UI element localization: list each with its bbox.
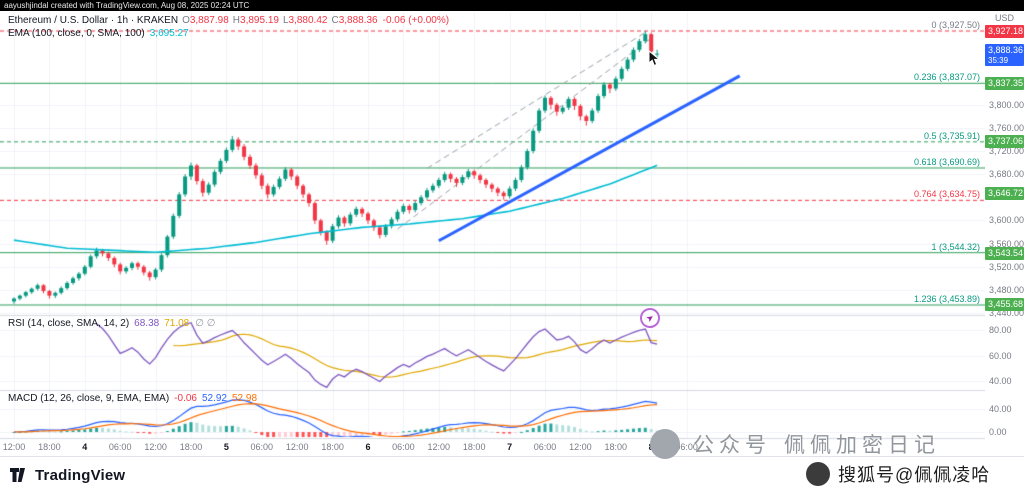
rsi-indicator-label[interactable]: RSI (14, close, SMA, 14, 2)	[8, 318, 130, 329]
time-axis-label: 12:00	[144, 442, 167, 452]
time-axis-label: 18:00	[179, 442, 203, 452]
watermark-wechat-name: 佩佩加密日记	[784, 434, 940, 457]
watermark-wechat-label: 公众号	[693, 434, 771, 457]
symbol-legend: Ethereum / U.S. Dollar · 1h · KRAKEN O3,8…	[8, 14, 449, 40]
macd-tick-label: 40.00	[989, 404, 1012, 414]
price-axis-label: 3,837.35	[985, 77, 1024, 91]
rsi-tick-label: 80.00	[989, 325, 1012, 335]
rsi-value: 68.38	[134, 318, 160, 329]
watermark-sohu-name: 搜狐号@佩佩凌哈	[838, 465, 991, 485]
time-axis-label: 06:00	[675, 442, 698, 452]
tradingview-logo-text: TradingView	[35, 466, 126, 484]
price-axis-label: 3,646.72	[985, 187, 1024, 201]
price-change: -0.06 (+0.00%)	[382, 15, 450, 26]
macd-legend: MACD (12, 26, close, 9, EMA, EMA) -0.06 52…	[8, 392, 257, 405]
time-axis-label: 12:00	[285, 442, 309, 452]
price-axis-label: 3,737.06	[985, 135, 1024, 149]
time-axis-label: 12:00	[427, 442, 451, 452]
countdown-timer: 35:39	[988, 55, 1009, 65]
price-tick-label: 3,680.00	[989, 169, 1024, 180]
time-axis-label: 12:00	[2, 442, 26, 452]
macd-indicator-label[interactable]: MACD (12, 26, close, 9, EMA, EMA)	[8, 393, 170, 404]
rsi-ma-value: 71.08	[164, 318, 190, 329]
price-tick-label: 3,800.00	[989, 99, 1024, 110]
rsi-legend: RSI (14, close, SMA, 14, 2) 68.38 71.08 ∅ ∅	[8, 317, 215, 330]
ohlc-h-value: 3,895.19	[240, 15, 279, 26]
price-tick-label: 3,440.00	[989, 308, 1024, 319]
macd-signal-value: 52.98	[232, 393, 258, 404]
time-axis-label: 06:00	[108, 442, 132, 452]
tradingview-logo-icon	[10, 468, 25, 482]
mouse-cursor-icon	[648, 50, 660, 67]
price-tick-label: 3,480.00	[989, 284, 1024, 295]
watermark-wechat: 公众号 佩佩加密日记	[650, 429, 940, 459]
symbol-title[interactable]: Ethereum / U.S. Dollar · 1h · KRAKEN	[8, 15, 179, 26]
watermark-sohu: 搜狐号@佩佩凌哈	[806, 461, 990, 487]
time-axis-day-label: 7	[507, 442, 513, 452]
macd-tick-label: 0.00	[989, 427, 1007, 437]
price-axis-label: 3,927.18	[985, 25, 1024, 39]
price-tick-label: 3,560.00	[989, 238, 1024, 249]
time-axis-day-label: 5	[223, 442, 229, 452]
macd-value: 52.92	[201, 393, 227, 404]
time-axis-label: 18:00	[38, 442, 61, 452]
time-axis-label: 12:00	[569, 442, 592, 452]
attribution-bar: aayushjindal created with TradingView.co…	[0, 0, 1024, 11]
rsi-bands-hidden: ∅ ∅	[195, 318, 216, 329]
price-axis-label: 3,543.54	[985, 247, 1024, 261]
price-tick-label: 3,600.00	[989, 215, 1024, 226]
price-tick-label: 3,720.00	[989, 146, 1024, 157]
rsi-tick-label: 60.00	[989, 350, 1012, 361]
price-axis-label: 3,888.36 35:39	[985, 43, 1024, 66]
price-tick-label: 3,760.00	[989, 122, 1024, 133]
time-axis-day-label: 6	[365, 442, 371, 452]
time-axis-label: 06:00	[392, 442, 415, 452]
ohlc-c-label: C	[331, 15, 339, 26]
ohlc-l-label: L	[282, 15, 289, 26]
ohlc-c-value: 3,888.36	[338, 15, 378, 26]
price-tick-label: 3,520.00	[989, 261, 1024, 272]
time-axis[interactable]: 12:00 18:00 4 06:00 12:00 18:00 5 06:00 12:00 18:…	[0, 440, 985, 456]
watermark-wechat-logo-icon	[650, 429, 680, 459]
ohlc-h-label: H	[232, 15, 241, 26]
time-axis-label: 18:00	[462, 442, 486, 452]
ema-value: 3,695.27	[149, 28, 189, 39]
ohlc-o-label: O	[182, 15, 190, 26]
ohlc-l-value: 3,880.42	[288, 15, 328, 26]
price-axis[interactable]: USD 3,800.00 3,760.00 3,720.00 3,680.00 3,60…	[985, 11, 1024, 456]
ema-indicator-label[interactable]: EMA (100, close, 0, SMA, 100)	[8, 28, 145, 39]
time-axis-label: 06:00	[533, 442, 557, 452]
watermark-sohu-logo-icon	[806, 462, 830, 486]
bottom-toolbar: TradingView	[0, 456, 1024, 493]
tradingview-logo[interactable]: TradingView	[10, 467, 125, 484]
ohlc-o-value: 3,887.98	[189, 15, 229, 26]
macd-hist-value: -0.06	[174, 393, 197, 404]
axis-currency-label: USD	[994, 13, 1014, 23]
time-axis-label: 18:00	[321, 442, 344, 452]
price-axis-label: 3,455.68	[985, 297, 1024, 311]
time-axis-label: 06:00	[250, 442, 274, 452]
time-axis-label: 18:00	[604, 442, 628, 452]
time-axis-day-label: 4	[82, 442, 88, 452]
rsi-tick-label: 40.00	[989, 376, 1012, 387]
